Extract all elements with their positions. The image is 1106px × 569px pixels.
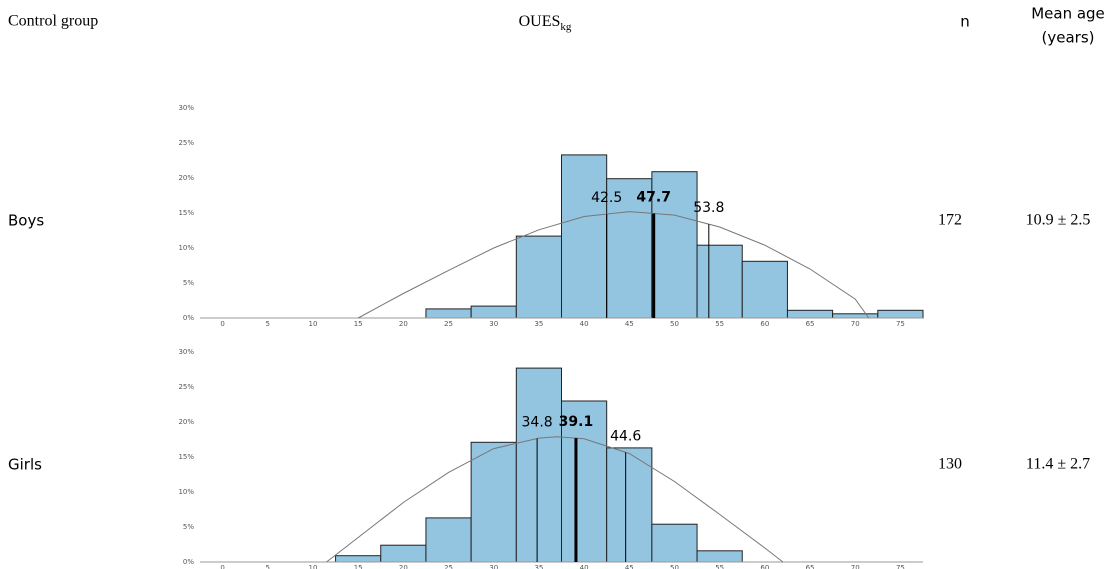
y-tick-label: 30% bbox=[178, 348, 194, 356]
measure: OUES bbox=[519, 13, 561, 30]
x-tick-label: 50 bbox=[670, 564, 679, 569]
x-tick-label: 20 bbox=[399, 564, 408, 569]
x-tick-label: 15 bbox=[354, 564, 363, 569]
x-tick-label: 25 bbox=[444, 564, 453, 569]
row-n: 130 bbox=[938, 456, 962, 473]
measure-sub: kg bbox=[560, 21, 572, 33]
y-tick-label: 10% bbox=[178, 244, 194, 252]
x-tick-label: 15 bbox=[354, 320, 363, 328]
marker-label: 34.8 bbox=[522, 415, 553, 431]
x-tick-label: 35 bbox=[534, 320, 543, 328]
bar bbox=[651, 523, 698, 563]
x-tick-label: 65 bbox=[806, 320, 815, 328]
row-label: Girls bbox=[8, 456, 42, 474]
bar bbox=[741, 260, 788, 319]
bar bbox=[561, 400, 608, 563]
n-header: n bbox=[960, 13, 970, 31]
x-tick-label: 30 bbox=[489, 320, 498, 328]
row-n: 172 bbox=[938, 212, 962, 229]
y-tick-label: 20% bbox=[178, 418, 194, 426]
marker-label: 39.1 bbox=[559, 414, 594, 430]
bar bbox=[470, 305, 517, 319]
bar bbox=[425, 308, 472, 319]
bar bbox=[515, 235, 562, 319]
row-age: 11.4 ± 2.7 bbox=[1026, 456, 1090, 473]
bar bbox=[335, 555, 382, 563]
y-tick-label: 15% bbox=[178, 209, 194, 217]
bar bbox=[606, 178, 653, 319]
age-unit: (years) bbox=[1042, 29, 1095, 47]
bar bbox=[380, 544, 427, 563]
x-tick-label: 5 bbox=[266, 320, 270, 328]
x-tick-label: 45 bbox=[625, 564, 634, 569]
y-tick-label: 25% bbox=[178, 139, 194, 147]
bar bbox=[606, 447, 653, 563]
y-tick-label: 0% bbox=[183, 558, 194, 566]
normal-curve bbox=[326, 436, 784, 563]
y-tick-label: 20% bbox=[178, 174, 194, 182]
x-tick-label: 0 bbox=[220, 320, 224, 328]
row-age: 10.9 ± 2.5 bbox=[1026, 212, 1091, 229]
bar bbox=[696, 550, 743, 563]
x-tick-label: 70 bbox=[851, 320, 860, 328]
x-tick-label: 75 bbox=[896, 320, 905, 328]
x-tick-label: 70 bbox=[851, 564, 860, 569]
x-tick-label: 10 bbox=[309, 320, 318, 328]
y-tick-label: 15% bbox=[178, 453, 194, 461]
y-tick-label: 5% bbox=[183, 523, 194, 531]
x-tick-label: 5 bbox=[266, 564, 270, 569]
bar bbox=[425, 517, 472, 563]
y-tick-label: 0% bbox=[183, 314, 194, 322]
marker-label: 44.6 bbox=[610, 428, 641, 444]
y-tick-label: 10% bbox=[178, 488, 194, 496]
bar bbox=[832, 313, 879, 319]
x-tick-label: 65 bbox=[806, 564, 815, 569]
x-tick-label: 55 bbox=[715, 564, 724, 569]
bar bbox=[877, 309, 924, 319]
marker-label: 53.8 bbox=[693, 200, 724, 216]
bar bbox=[696, 244, 743, 319]
group-header: Control group bbox=[8, 13, 98, 30]
measure-header: OUESkg bbox=[519, 13, 572, 33]
x-tick-label: 10 bbox=[309, 564, 318, 569]
x-tick-label: 40 bbox=[580, 320, 589, 328]
normal-curve bbox=[357, 211, 870, 319]
bar bbox=[470, 441, 517, 563]
x-tick-label: 40 bbox=[580, 564, 589, 569]
row-label: Boys bbox=[8, 212, 44, 230]
x-tick-label: 30 bbox=[489, 564, 498, 569]
y-tick-label: 25% bbox=[178, 383, 194, 391]
x-tick-label: 75 bbox=[896, 564, 905, 569]
x-tick-label: 45 bbox=[625, 320, 634, 328]
x-tick-label: 55 bbox=[715, 320, 724, 328]
x-tick-label: 0 bbox=[220, 564, 224, 569]
y-tick-label: 30% bbox=[178, 104, 194, 112]
x-tick-label: 25 bbox=[444, 320, 453, 328]
age-header: Mean age bbox=[1031, 5, 1105, 23]
x-tick-label: 60 bbox=[760, 564, 769, 569]
x-tick-label: 35 bbox=[534, 564, 543, 569]
y-tick-label: 5% bbox=[183, 279, 194, 287]
bar bbox=[515, 367, 562, 563]
bar bbox=[561, 154, 608, 319]
x-tick-label: 50 bbox=[670, 320, 679, 328]
x-tick-label: 60 bbox=[760, 320, 769, 328]
marker-label: 47.7 bbox=[636, 189, 671, 205]
x-tick-label: 20 bbox=[399, 320, 408, 328]
bar bbox=[651, 171, 698, 319]
bar bbox=[786, 309, 834, 319]
marker-label: 42.5 bbox=[591, 190, 622, 206]
